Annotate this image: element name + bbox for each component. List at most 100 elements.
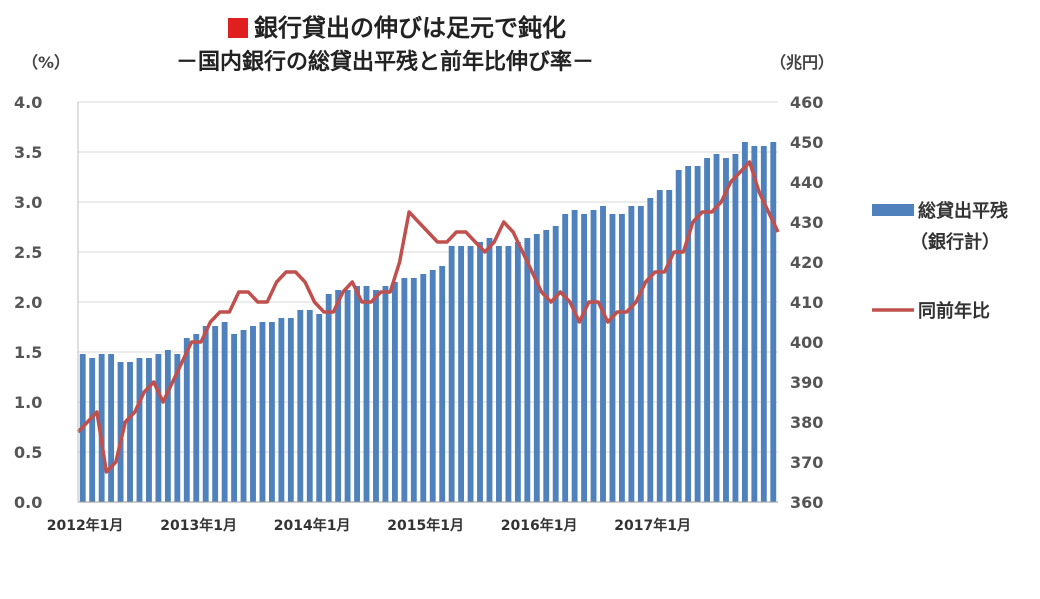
bar [458, 246, 465, 502]
bar [552, 226, 559, 502]
x-tick-label: 2016年1月 [501, 517, 578, 534]
bar [391, 282, 398, 502]
chart-title-text: 銀行貸出の伸びは足元で鈍化 [254, 14, 566, 42]
bar [382, 286, 389, 502]
bar [600, 206, 606, 502]
right-tick-label: 460 [790, 93, 823, 112]
bar [259, 322, 266, 502]
bar [420, 274, 427, 502]
bar [571, 210, 578, 502]
bar [590, 210, 597, 502]
legend-line-label: 同前年比 [918, 300, 990, 322]
bar [628, 206, 635, 502]
bar [477, 242, 483, 502]
bar [467, 246, 474, 502]
axes: 0.0 0.5 1.0 1.5 2.0 2.5 3.0 3.5 4.0 （%） 360 370 380 3… [14, 53, 834, 534]
red-square-icon [228, 18, 248, 38]
bar [316, 314, 323, 502]
bar [306, 310, 313, 502]
bar [164, 350, 171, 502]
bar [240, 330, 247, 502]
x-tick-label: 2015年1月 [387, 517, 464, 534]
bar [656, 190, 663, 502]
bar [221, 322, 228, 502]
bar [514, 242, 521, 502]
bar [268, 322, 275, 502]
bar [524, 238, 531, 502]
bar [751, 146, 758, 502]
bar [278, 318, 285, 502]
legend-bar-label-2: （銀行計） [910, 231, 1000, 253]
bar [410, 278, 417, 502]
left-tick-label: 3.5 [14, 143, 42, 162]
bar [212, 326, 219, 502]
left-tick-label: 2.0 [14, 293, 42, 312]
bar [98, 354, 105, 502]
right-tick-label: 420 [790, 253, 823, 272]
bar [183, 338, 190, 502]
bar [562, 214, 569, 502]
left-tick-label: 0.0 [14, 493, 42, 512]
bar [231, 334, 238, 502]
bar [146, 358, 152, 502]
left-tick-label: 1.5 [14, 343, 42, 362]
gridlines [78, 101, 778, 503]
line-series-path [76, 160, 780, 474]
right-axis-label: （兆円） [770, 53, 834, 72]
bar [193, 334, 200, 502]
right-tick-label: 410 [790, 293, 823, 312]
bar [202, 326, 209, 502]
bar [723, 158, 729, 502]
bar [647, 198, 654, 502]
bar [127, 362, 133, 502]
x-tick-label: 2014年1月 [274, 517, 351, 534]
bar [354, 286, 360, 502]
bar [373, 290, 379, 502]
bar [325, 294, 332, 502]
bar [89, 358, 96, 502]
x-tick-label: 2013年1月 [160, 517, 237, 534]
bar [429, 270, 436, 502]
bar [666, 190, 673, 502]
bar [155, 354, 162, 502]
bar [174, 354, 181, 502]
bar [732, 154, 739, 502]
chart-subtitle: －国内銀行の総貸出平残と前年比伸び率－ [176, 50, 595, 75]
bar [448, 246, 455, 502]
bar [770, 142, 777, 502]
bar [297, 310, 304, 502]
bar [618, 214, 625, 502]
bar [363, 286, 370, 502]
bar [136, 358, 143, 502]
left-tick-label: 0.5 [14, 443, 42, 462]
line-series [76, 160, 780, 474]
bar [344, 290, 351, 502]
legend-bar-swatch [872, 204, 914, 216]
bar [713, 154, 720, 502]
left-tick-label: 3.0 [14, 193, 42, 212]
bar [637, 206, 644, 502]
right-tick-label: 430 [790, 213, 823, 232]
bar [287, 318, 294, 502]
bar [533, 234, 540, 502]
bar [117, 362, 124, 502]
bar [543, 230, 550, 502]
bar [401, 278, 408, 502]
bar [505, 246, 512, 502]
x-tick-label: 2012年1月 [47, 517, 124, 534]
bar-series [79, 142, 777, 502]
chart-title: 銀行貸出の伸びは足元で鈍化 [228, 8, 566, 43]
right-tick-label: 380 [790, 413, 823, 432]
right-tick-label: 440 [790, 173, 823, 192]
bar [694, 166, 701, 502]
bar [741, 142, 748, 502]
right-tick-label: 360 [790, 493, 823, 512]
right-tick-label: 370 [790, 453, 823, 472]
left-tick-label: 2.5 [14, 243, 42, 262]
left-axis-label: （%） [22, 53, 70, 72]
left-tick-label: 4.0 [14, 93, 42, 112]
legend: 総貸出平残 （銀行計） 同前年比 [872, 200, 1008, 322]
right-tick-label: 400 [790, 333, 823, 352]
